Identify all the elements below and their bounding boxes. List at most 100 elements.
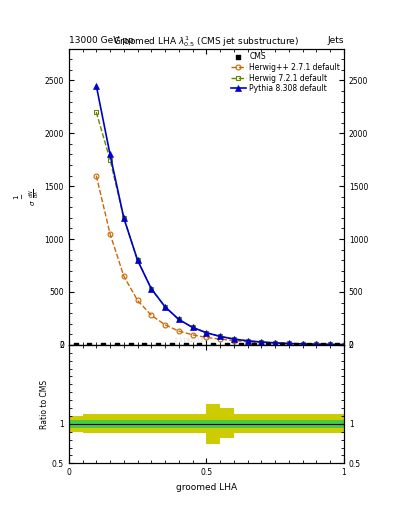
Bar	[206, 420, 220, 428]
Line: Herwig++ 2.7.1 default: Herwig++ 2.7.1 default	[94, 173, 346, 347]
Bar	[138, 414, 151, 433]
Herwig++ 2.7.1 default	[328, 342, 332, 348]
Bar	[124, 414, 138, 433]
Pythia 8.308 default	[135, 257, 140, 263]
Herwig 7.2.1 default	[163, 304, 167, 310]
X-axis label: groomed LHA: groomed LHA	[176, 483, 237, 492]
Herwig++ 2.7.1 default	[342, 342, 346, 348]
Bar	[138, 420, 151, 428]
Bar	[234, 420, 248, 428]
Bar	[69, 420, 83, 428]
Herwig 7.2.1 default	[300, 341, 305, 347]
Pythia 8.308 default	[108, 152, 112, 158]
Pythia 8.308 default	[163, 304, 167, 310]
Bar	[151, 414, 165, 433]
Title: Groomed LHA $\lambda^{1}_{0.5}$ (CMS jet substructure): Groomed LHA $\lambda^{1}_{0.5}$ (CMS jet…	[113, 34, 299, 49]
Pythia 8.308 default	[121, 215, 126, 221]
Bar	[330, 414, 344, 433]
Pythia 8.308 default	[149, 286, 154, 292]
CMS	[279, 341, 285, 349]
Text: 13000 GeV pp: 13000 GeV pp	[69, 35, 134, 45]
Bar	[110, 414, 124, 433]
Pythia 8.308 default	[204, 330, 209, 336]
Bar	[261, 414, 275, 433]
Herwig++ 2.7.1 default	[204, 334, 209, 340]
Herwig++ 2.7.1 default	[300, 341, 305, 347]
Pythia 8.308 default	[328, 342, 332, 348]
Pythia 8.308 default	[190, 324, 195, 330]
CMS	[72, 341, 79, 349]
Bar	[193, 414, 206, 433]
Bar	[303, 420, 316, 428]
Bar	[83, 414, 96, 433]
Herwig 7.2.1 default	[218, 333, 222, 339]
Bar	[179, 414, 193, 433]
Bar	[275, 420, 289, 428]
CMS	[100, 341, 106, 349]
Herwig 7.2.1 default	[204, 330, 209, 336]
Herwig++ 2.7.1 default	[245, 338, 250, 345]
Pythia 8.308 default	[273, 340, 277, 346]
Herwig++ 2.7.1 default	[314, 342, 319, 348]
Herwig 7.2.1 default	[342, 342, 346, 348]
Herwig 7.2.1 default	[176, 316, 181, 323]
CMS	[224, 341, 230, 349]
CMS	[155, 341, 162, 349]
Bar	[165, 414, 179, 433]
Bar	[96, 414, 110, 433]
CMS	[307, 341, 313, 349]
Herwig 7.2.1 default	[245, 338, 250, 344]
Bar	[110, 420, 124, 428]
Bar	[330, 420, 344, 428]
CMS	[265, 341, 272, 349]
Pythia 8.308 default	[342, 342, 346, 348]
Herwig++ 2.7.1 default	[135, 297, 140, 304]
Pythia 8.308 default	[176, 316, 181, 323]
Herwig++ 2.7.1 default	[94, 173, 99, 179]
CMS	[238, 341, 244, 349]
Text: Jets: Jets	[327, 35, 344, 45]
CMS	[86, 341, 93, 349]
Herwig 7.2.1 default	[94, 109, 99, 115]
Herwig++ 2.7.1 default	[149, 312, 154, 318]
Legend: CMS, Herwig++ 2.7.1 default, Herwig 7.2.1 default, Pythia 8.308 default: CMS, Herwig++ 2.7.1 default, Herwig 7.2.…	[230, 51, 342, 95]
Pythia 8.308 default	[94, 82, 99, 89]
Bar	[316, 420, 330, 428]
Herwig++ 2.7.1 default	[176, 328, 181, 334]
Herwig 7.2.1 default	[328, 342, 332, 348]
Line: Pythia 8.308 default: Pythia 8.308 default	[94, 83, 347, 348]
Bar	[261, 420, 275, 428]
CMS	[292, 341, 299, 349]
Bar	[234, 414, 248, 433]
Pythia 8.308 default	[259, 339, 264, 345]
Y-axis label: 1
─
$\sigma$  $\frac{dN}{d\lambda}$: 1 ─ $\sigma$ $\frac{dN}{d\lambda}$	[13, 188, 42, 206]
CMS	[114, 341, 120, 349]
Bar	[303, 414, 316, 433]
CMS	[141, 341, 148, 349]
Bar	[193, 420, 206, 428]
Herwig 7.2.1 default	[231, 336, 236, 342]
CMS	[196, 341, 203, 349]
Pythia 8.308 default	[300, 341, 305, 347]
Herwig++ 2.7.1 default	[259, 339, 264, 346]
Bar	[83, 420, 96, 428]
Bar	[289, 420, 303, 428]
Bar	[179, 420, 193, 428]
Bar	[206, 404, 220, 443]
Bar	[248, 414, 261, 433]
Herwig++ 2.7.1 default	[286, 340, 291, 347]
Herwig 7.2.1 default	[273, 340, 277, 346]
Herwig++ 2.7.1 default	[108, 231, 112, 237]
Herwig++ 2.7.1 default	[121, 273, 126, 279]
Line: Herwig 7.2.1 default: Herwig 7.2.1 default	[94, 110, 346, 347]
Herwig 7.2.1 default	[286, 340, 291, 347]
Herwig++ 2.7.1 default	[218, 336, 222, 342]
Herwig 7.2.1 default	[108, 157, 112, 163]
Pythia 8.308 default	[314, 341, 319, 347]
Text: 2_11920187: 2_11920187	[173, 338, 208, 344]
CMS	[210, 341, 216, 349]
Herwig 7.2.1 default	[149, 286, 154, 292]
CMS	[182, 341, 189, 349]
Herwig 7.2.1 default	[314, 341, 319, 347]
Bar	[124, 420, 138, 428]
